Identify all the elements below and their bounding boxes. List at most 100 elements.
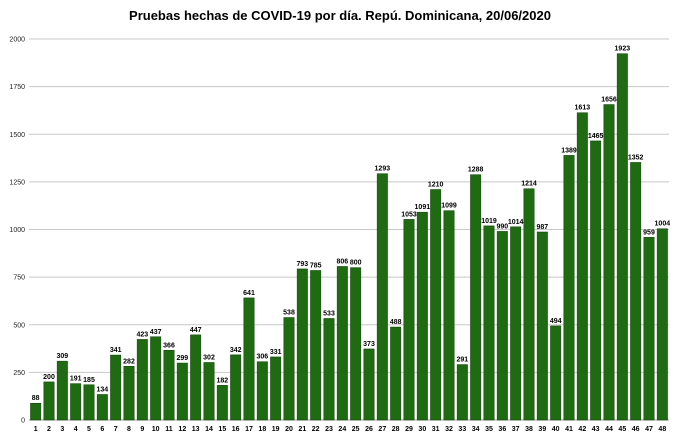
bar xyxy=(176,362,188,421)
bar xyxy=(616,53,628,421)
bar xyxy=(523,188,535,421)
x-tick-label: 13 xyxy=(192,426,200,433)
data-label: 785 xyxy=(310,262,322,269)
x-tick-label: 23 xyxy=(325,426,333,433)
data-label: 1053 xyxy=(401,211,417,218)
y-tick-label: 2000 xyxy=(9,37,25,44)
data-label: 1613 xyxy=(575,105,591,112)
x-tick-label: 12 xyxy=(178,426,186,433)
bar xyxy=(123,366,135,421)
x-tick-label: 15 xyxy=(218,426,226,433)
x-tick-label: 1 xyxy=(34,426,38,433)
x-tick-label: 31 xyxy=(432,426,440,433)
x-axis: 1 2 3 4 5 6 7 8 9 10 11 12 13 14 15 16 17 18 19 20 21 22 23 24 2… xyxy=(34,426,667,433)
x-tick-label: 33 xyxy=(458,426,466,433)
x-tick-label: 41 xyxy=(565,426,573,433)
x-tick-label: 25 xyxy=(352,426,360,433)
x-tick-label: 34 xyxy=(472,426,480,433)
data-label: 1293 xyxy=(375,166,391,173)
data-label: 1091 xyxy=(415,204,431,211)
data-label: 88 xyxy=(32,395,40,402)
x-tick-label: 27 xyxy=(378,426,386,433)
data-label: 341 xyxy=(110,347,122,354)
bar xyxy=(350,267,362,421)
bar xyxy=(376,173,388,421)
bar xyxy=(336,266,348,421)
bar xyxy=(230,354,242,421)
x-tick-label: 2 xyxy=(47,426,51,433)
data-label: 302 xyxy=(203,354,215,361)
x-tick-label: 14 xyxy=(205,426,213,433)
x-tick-label: 29 xyxy=(405,426,413,433)
data-label: 987 xyxy=(536,224,548,231)
x-tick-label: 44 xyxy=(605,426,613,433)
bar xyxy=(536,231,548,421)
bar xyxy=(550,325,562,421)
bar xyxy=(403,219,415,421)
data-label: 373 xyxy=(363,341,375,348)
bar xyxy=(656,228,668,421)
bar xyxy=(56,360,68,421)
x-tick-label: 30 xyxy=(418,426,426,433)
x-tick-label: 3 xyxy=(60,426,64,433)
x-tick-label: 40 xyxy=(552,426,560,433)
x-tick-label: 7 xyxy=(114,426,118,433)
data-label: 423 xyxy=(136,331,148,338)
data-label: 331 xyxy=(270,349,282,356)
bar xyxy=(470,174,482,421)
bar xyxy=(496,231,508,421)
y-tick-label: 1000 xyxy=(9,227,25,234)
data-label: 306 xyxy=(256,354,268,361)
data-label: 200 xyxy=(43,374,55,381)
bar xyxy=(70,383,82,421)
x-tick-label: 32 xyxy=(445,426,453,433)
data-label: 1465 xyxy=(588,133,604,140)
x-tick-label: 16 xyxy=(232,426,240,433)
bars xyxy=(30,53,668,421)
chart-title: Pruebas hechas de COVID-19 por día. Repú… xyxy=(129,8,551,23)
data-label: 1004 xyxy=(655,221,671,228)
y-tick-label: 250 xyxy=(13,370,25,377)
x-tick-label: 19 xyxy=(272,426,280,433)
bar xyxy=(83,384,95,421)
bar xyxy=(150,336,162,421)
data-label: 291 xyxy=(456,357,468,364)
x-tick-label: 45 xyxy=(618,426,626,433)
data-label: 1014 xyxy=(508,219,524,226)
bar xyxy=(270,356,282,421)
data-label: 1019 xyxy=(481,218,497,225)
data-label: 1656 xyxy=(601,97,617,104)
data-label: 1099 xyxy=(441,203,457,210)
x-tick-label: 4 xyxy=(74,426,78,433)
bar xyxy=(256,361,268,421)
x-tick-label: 48 xyxy=(658,426,666,433)
bar xyxy=(163,350,175,421)
x-tick-label: 43 xyxy=(592,426,600,433)
bar xyxy=(430,189,442,421)
bar xyxy=(363,348,375,421)
x-tick-label: 24 xyxy=(338,426,346,433)
x-tick-label: 39 xyxy=(538,426,546,433)
data-label: 282 xyxy=(123,358,135,365)
x-tick-label: 26 xyxy=(365,426,373,433)
bar xyxy=(323,318,335,421)
data-label: 1923 xyxy=(615,46,631,53)
bar xyxy=(416,211,428,421)
x-tick-label: 42 xyxy=(578,426,586,433)
data-label: 299 xyxy=(176,355,188,362)
data-label: 533 xyxy=(323,310,335,317)
data-label: 182 xyxy=(216,377,228,384)
x-tick-label: 17 xyxy=(245,426,253,433)
bar xyxy=(216,385,228,421)
data-label: 1288 xyxy=(468,167,484,174)
bar xyxy=(203,362,215,421)
data-label: 990 xyxy=(496,223,508,230)
bar xyxy=(643,237,655,421)
y-axis: 0 250 500 750 1000 1250 1500 1750 2000 xyxy=(9,37,25,425)
data-label: 494 xyxy=(550,318,562,325)
x-tick-label: 46 xyxy=(632,426,640,433)
x-tick-label: 20 xyxy=(285,426,293,433)
x-tick-label: 38 xyxy=(525,426,533,433)
